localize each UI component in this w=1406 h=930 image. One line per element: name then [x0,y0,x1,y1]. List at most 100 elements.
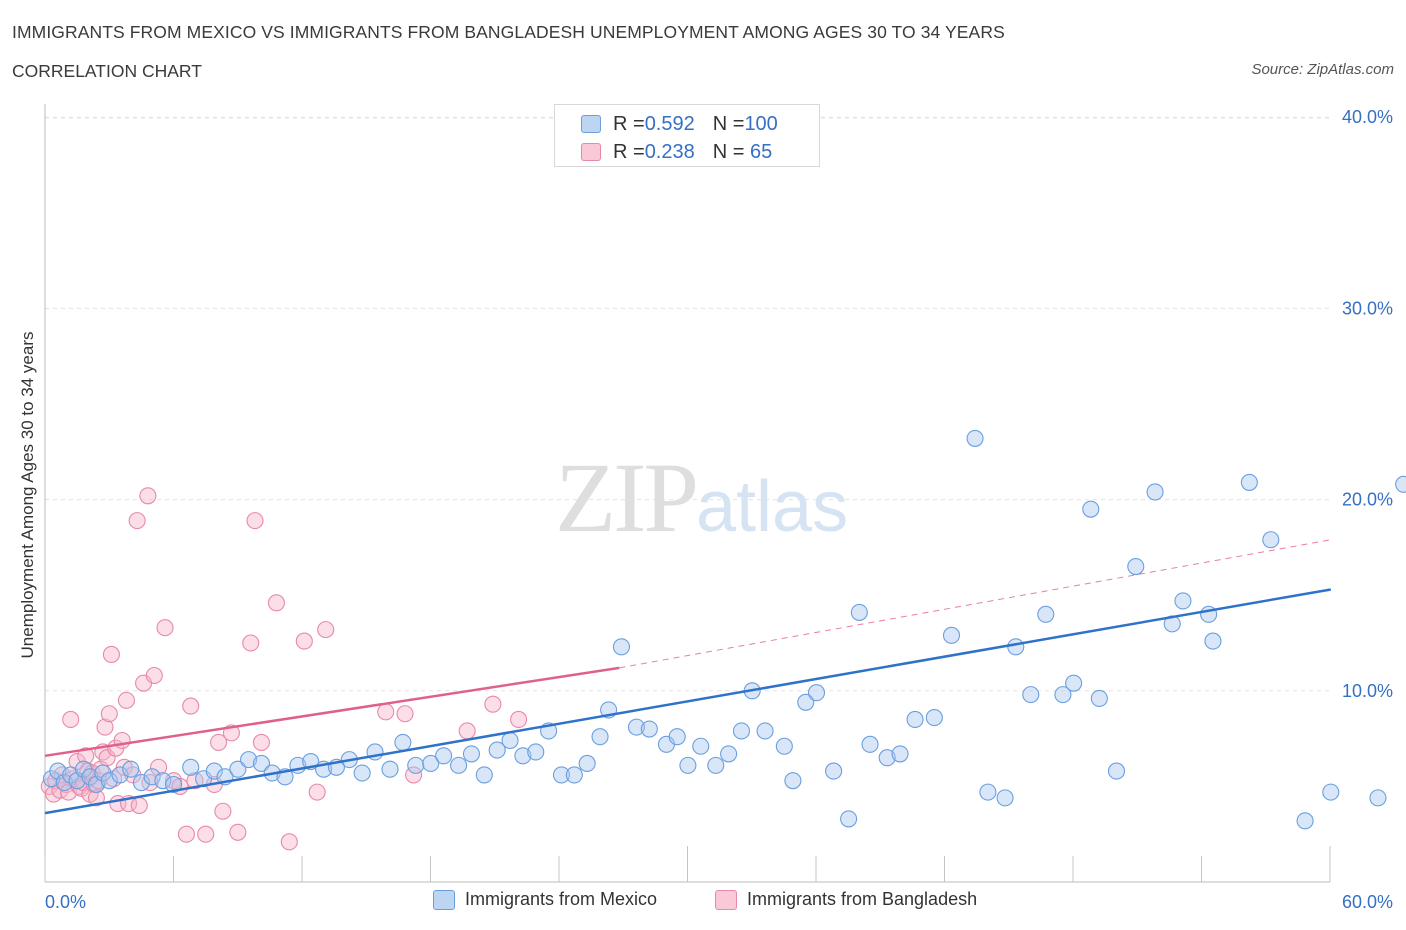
mexico-point [1262,531,1280,549]
bottom-legend-label-bangladesh: Immigrants from Bangladesh [747,889,978,909]
bangladesh-point [242,634,260,652]
legend-r-label: R = [613,112,645,135]
bottom-legend-label-mexico: Immigrants from Mexico [465,889,658,909]
mexico-point [591,728,609,746]
bangladesh-point [458,722,476,740]
x-tick-label: 60.0% [1342,892,1393,912]
bangladesh-point [128,512,146,530]
bangladesh-point [317,621,335,639]
watermark-zip: ZIP [555,442,699,553]
mexico-point [1296,812,1314,830]
mexico-point [475,766,493,784]
mexico-point [1054,686,1072,704]
mexico-point [132,774,150,792]
bangladesh-point [100,705,118,723]
mexico-point [527,743,545,761]
watermark: ZIPatlas [555,440,848,555]
mexico-point [668,728,686,746]
y-tick-label: 30.0% [1342,298,1393,318]
mexico-point [878,749,896,767]
mexico-point [565,766,583,784]
bangladesh-point [177,825,195,843]
mexico-point [488,741,506,759]
mexico-point [122,760,140,778]
mexico-point [353,764,371,782]
bottom-legend-mexico: Immigrants from Mexico [433,889,657,910]
legend-swatch-bangladesh [581,143,601,161]
mexico-point [627,718,646,736]
mexico-point [1037,605,1055,623]
mexico-point [240,751,258,769]
y-tick-label: 20.0% [1342,490,1393,510]
mexico-point [422,754,440,773]
mexico-point [807,684,826,702]
mexico-trend-line [44,588,1332,815]
legend-n-label: N = [712,112,745,135]
mexico-point [784,772,802,790]
legend-n-label: N = [712,140,745,163]
bangladesh-point [145,666,163,685]
bangladesh-point [267,594,285,612]
bangladesh-point [130,796,148,815]
bangladesh-point [60,783,78,801]
mexico-point [840,810,858,828]
correlation-legend: R = 0.592 N = 100 R = 0.238 N = 65 [554,104,820,167]
mexico-point [1065,674,1083,692]
mexico-point [906,710,924,729]
bottom-legend-swatch-bangladesh [715,889,737,910]
mexico-point [435,747,453,765]
legend-swatch-mexico [581,115,601,133]
bangladesh-point [484,695,502,713]
mexico-point [1127,557,1145,576]
bangladesh-point [229,823,247,841]
bangladesh-point [117,691,135,709]
mexico-point [394,733,412,751]
watermark-atlas: atlas [696,467,849,547]
bangladesh-point [210,733,228,751]
mexico-point [966,429,984,447]
legend-n-value: 65 [744,140,773,163]
bangladesh-point [156,619,174,637]
mexico-point [1082,500,1100,518]
legend-n-value: 100 [744,112,778,135]
bangladesh-point [214,802,232,820]
chart-subtitle: CORRELATION CHART [12,61,202,81]
bangladesh-point [252,733,270,751]
bangladesh-point [197,825,215,843]
source-credit: Source: ZipAtlas.com [1251,61,1394,78]
mexico-point [891,745,909,763]
mexico-point [825,762,843,780]
mexico-point [707,756,725,774]
bangladesh-point [102,645,120,664]
mexico-point [797,693,815,711]
mexico-point [1240,473,1258,491]
bangladesh-point [150,758,168,776]
legend-r-value: 0.592 [644,112,695,135]
mexico-point [1204,632,1222,650]
mexico-point [205,762,223,780]
mexico-point [942,626,961,644]
mexico-point [925,709,943,727]
mexico-point [182,758,200,776]
mexico-point [552,766,571,784]
legend-row-bangladesh: R = 0.238 N = 65 [581,140,772,164]
mexico-point [154,772,172,790]
bangladesh-trend-line [44,666,620,758]
x-tick-label: 0.0% [45,892,86,912]
bangladesh-point [182,697,200,715]
legend-r-value: 0.238 [644,140,695,163]
mexico-point [732,722,751,740]
mexico-point [165,775,183,794]
mexico-point [252,754,270,773]
mexico-point [861,735,879,753]
mexico-point [578,754,596,773]
bangladesh-point [96,718,114,736]
bottom-legend-swatch-mexico [433,889,455,910]
mexico-point [640,720,658,738]
bangladesh-point [139,487,157,505]
mexico-point [679,756,697,774]
mexico-point [1174,592,1192,610]
mexico-point [756,722,774,740]
legend-r-label: R = [613,140,645,163]
mexico-point [462,745,481,763]
